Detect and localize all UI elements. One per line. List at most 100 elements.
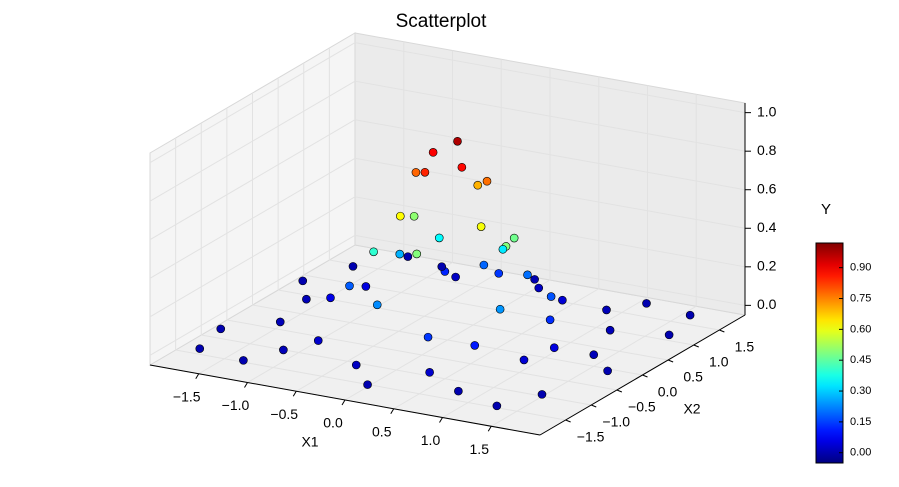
y-axis-line [539,314,746,436]
tick-mark [591,404,597,408]
point [498,244,508,254]
colorbar [815,242,844,464]
point [411,168,421,177]
x-axis-label: X1 [301,434,318,450]
grid-line [149,119,356,241]
point [546,292,556,301]
y-tick-label: −1.0 [602,414,630,430]
point [428,148,438,157]
point [453,136,462,146]
x-tick-label: −1.0 [222,397,250,413]
point [420,167,430,177]
tick-mark [244,382,248,388]
point [473,180,483,190]
point [216,324,226,334]
grid-line [354,80,746,152]
point [298,276,308,286]
point [363,380,372,389]
x-tick-label: 1.0 [421,432,441,448]
y-tick-label: 0.5 [683,369,703,385]
grid-line [149,157,356,279]
colorbar-tick-label: 0.60 [850,323,871,335]
point [239,356,248,365]
grid-line [252,304,643,376]
point [530,275,539,284]
grid-line [354,157,746,229]
point [351,360,361,370]
point [454,386,463,396]
point [326,293,335,303]
z-tick-label: 1.0 [757,103,777,119]
colorbar-label: Y [821,201,831,218]
grid-line [149,234,356,356]
point [313,336,323,345]
tick-mark [616,389,623,393]
point [470,341,480,350]
point [664,330,674,340]
tick-mark [292,390,297,397]
grid-line [354,42,746,114]
tick-mark [439,417,443,423]
grid-line [149,80,356,202]
grid-line [354,119,746,191]
z-tick-label: 0.2 [757,258,777,274]
tick-mark [195,373,200,380]
point [589,350,599,359]
chart-title: Scatterplot [396,11,488,32]
tick-mark [565,419,571,423]
grid-line [226,319,617,391]
x-tick-label: −1.5 [173,388,201,404]
point [602,305,611,315]
tick-mark [642,374,648,378]
point [534,283,544,293]
grid-line [278,289,669,361]
point [348,262,358,271]
colorbar-tick-label: 0.30 [850,385,871,397]
y-tick-label: −1.5 [577,429,605,445]
tick-mark [341,399,346,406]
colorbar-tick-label: 0.00 [850,447,871,459]
x-axis-line [149,364,541,436]
tick-mark [693,344,699,348]
point [603,366,612,376]
point [396,211,405,221]
point [195,344,205,353]
x-tick-label: 1.5 [470,441,490,457]
point [395,249,405,259]
tick-mark [667,359,674,363]
point [509,233,519,243]
tick-mark [390,408,395,415]
point [361,282,371,291]
grid-line [329,259,720,331]
point [492,401,502,411]
point [275,317,285,327]
y-tick-label: 1.0 [709,354,729,370]
point [372,300,382,310]
z-tick-label: 0.4 [757,219,777,235]
point [409,211,419,221]
point [412,249,422,259]
point [369,247,378,257]
point [685,310,695,320]
z-tick-label: 0.8 [757,142,777,158]
point [495,304,505,314]
point [457,162,467,172]
point [423,332,433,342]
grid-line [149,196,356,318]
point [403,252,413,261]
x-tick-label: 0.5 [372,423,392,439]
point [549,343,559,353]
point [345,281,354,291]
point [425,368,434,377]
y-tick-label: 1.5 [735,339,755,355]
point [434,233,444,243]
x-tick-label: 0.0 [323,415,343,431]
point [451,272,460,282]
z-tick-label: 0.6 [757,180,777,196]
point [479,260,489,270]
point [476,222,486,231]
y-tick-label: −0.5 [628,399,656,415]
y-tick-label: 0.0 [658,384,678,400]
